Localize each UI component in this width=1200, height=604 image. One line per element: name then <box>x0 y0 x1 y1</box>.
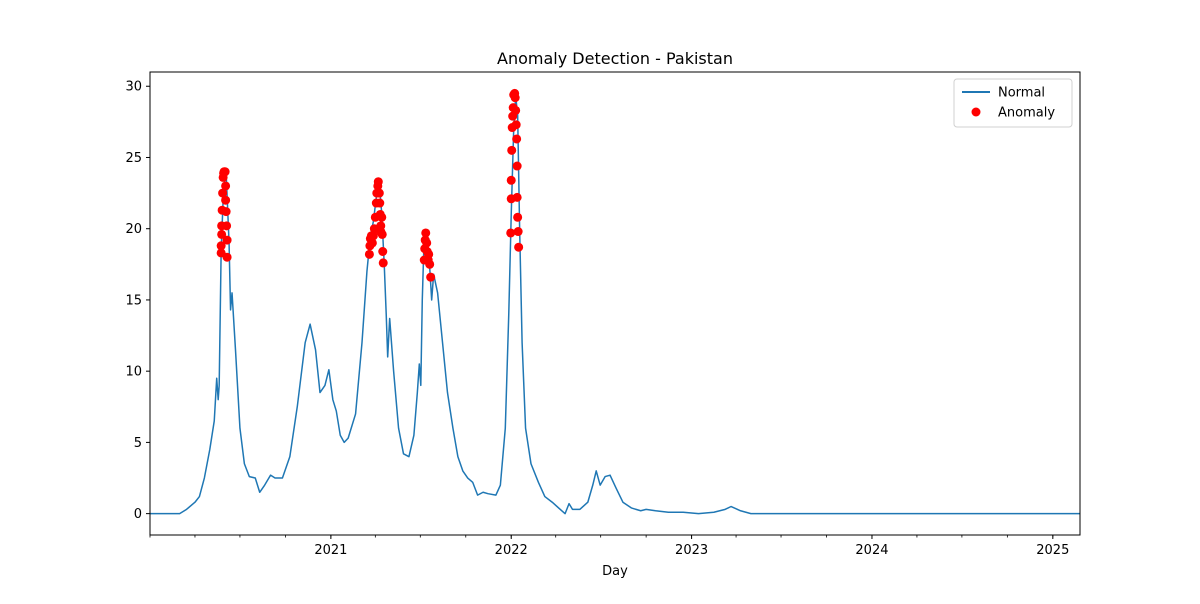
anomaly-point <box>222 235 232 245</box>
x-tick-label: 2024 <box>855 543 888 558</box>
anomaly-point <box>373 177 383 187</box>
x-tick-label: 2025 <box>1036 543 1069 558</box>
anomaly-point <box>377 212 387 222</box>
x-tick-label: 2022 <box>495 543 528 558</box>
anomaly-point <box>422 238 432 248</box>
anomaly-point <box>511 120 521 130</box>
x-tick-label: 2023 <box>675 543 708 558</box>
anomaly-point <box>513 212 523 222</box>
anomaly-point <box>507 145 517 155</box>
plot-area <box>150 88 1080 515</box>
anomaly-point <box>368 231 378 241</box>
anomaly-point <box>222 221 232 231</box>
y-tick-label: 5 <box>134 436 142 451</box>
anomaly-point <box>377 229 387 239</box>
anomaly-point <box>222 252 232 262</box>
anomaly-point <box>220 167 230 177</box>
anomaly-point <box>512 161 522 171</box>
y-tick-label: 25 <box>125 151 142 166</box>
y-tick-label: 30 <box>125 80 142 95</box>
anomaly-point <box>506 228 516 238</box>
anomaly-point <box>511 105 521 115</box>
anomaly-point <box>374 188 384 198</box>
x-tick-label: 2021 <box>314 543 347 558</box>
axes-frame <box>149 71 1081 536</box>
y-tick-label: 0 <box>134 507 142 522</box>
anomaly-point <box>512 192 522 202</box>
y-tick-label: 10 <box>125 365 142 380</box>
anomaly-point <box>514 242 524 252</box>
anomaly-point <box>221 181 231 191</box>
series-line-normal <box>150 95 1080 515</box>
anomaly-point <box>421 228 431 238</box>
y-tick-label: 15 <box>125 293 142 308</box>
anomaly-point <box>221 207 231 217</box>
anomaly-point <box>367 238 377 248</box>
anomaly-point <box>510 93 520 103</box>
anomaly-point <box>218 188 228 198</box>
anomaly-point <box>426 272 436 282</box>
y-tick-label: 20 <box>125 222 142 237</box>
legend: Normal Anomaly <box>953 78 1073 128</box>
anomaly-point <box>375 198 385 208</box>
x-axis-label: Day <box>602 564 628 579</box>
anomaly-point <box>378 258 388 268</box>
chart-title: Anomaly Detection - Pakistan <box>497 49 733 68</box>
anomaly-point <box>513 227 523 237</box>
anomaly-point <box>364 249 374 259</box>
anomaly-point <box>425 259 435 269</box>
anomaly-point <box>424 249 434 259</box>
anomaly-point <box>506 175 516 185</box>
legend-label: Anomaly <box>998 106 1055 121</box>
anomaly-point <box>216 241 226 251</box>
anomaly-point <box>221 195 231 205</box>
legend-marker-swatch <box>971 107 981 117</box>
legend-label: Normal <box>998 86 1045 101</box>
anomaly-point <box>378 247 388 256</box>
anomaly-point <box>512 134 522 144</box>
anomaly-point <box>217 229 227 239</box>
